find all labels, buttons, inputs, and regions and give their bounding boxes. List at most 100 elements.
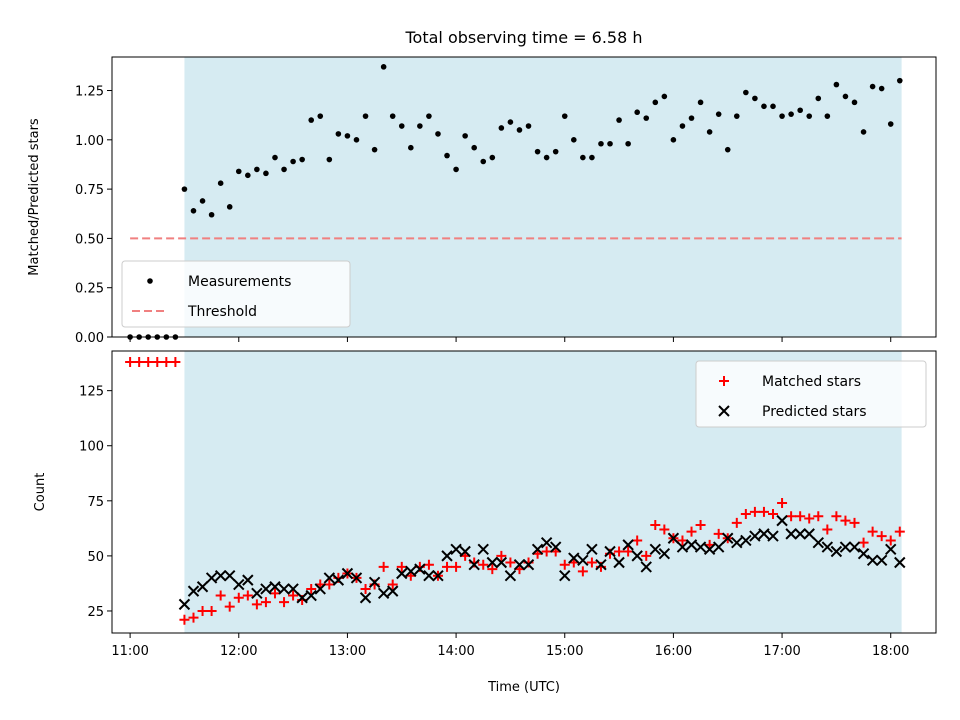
data-point (561, 113, 568, 119)
data-point (287, 583, 299, 595)
data-point (442, 561, 453, 572)
data-point (152, 357, 163, 368)
data-point (652, 99, 659, 106)
data-point (423, 570, 435, 582)
top-plot-x-ticks (129, 337, 892, 342)
data-point (896, 77, 903, 84)
data-point (632, 535, 643, 546)
data-point (722, 532, 734, 544)
data-point (679, 123, 686, 129)
data-point (858, 537, 869, 548)
data-point (468, 558, 480, 571)
data-point (795, 511, 806, 522)
data-point (860, 129, 867, 135)
data-point (486, 556, 499, 569)
x-tick-label: 14:00 (437, 644, 474, 659)
data-point (712, 541, 725, 553)
x-tick-label: 16:00 (655, 644, 692, 659)
data-point (749, 530, 761, 542)
data-point (622, 539, 634, 551)
data-point (242, 574, 254, 586)
data-point (471, 144, 477, 151)
data-point (740, 534, 752, 547)
data-point (887, 121, 894, 127)
data-point (758, 506, 769, 517)
data-point (387, 579, 398, 590)
data-point (368, 576, 381, 589)
data-point (577, 554, 589, 567)
data-point (552, 148, 559, 155)
data-point (278, 583, 290, 595)
data-point (531, 543, 544, 555)
x-tick-label: 18:00 (872, 644, 909, 659)
y-tick-label: 50 (87, 550, 104, 565)
x-tick-label: 17:00 (763, 644, 800, 659)
data-point (577, 566, 588, 577)
data-point (233, 578, 245, 591)
data-point (444, 152, 450, 159)
bottom-plot-frame (111, 350, 937, 634)
data-point (260, 583, 272, 595)
data-point (217, 180, 224, 186)
data-point (761, 103, 767, 110)
data-point (786, 511, 797, 522)
x-tick-label: 11:00 (111, 644, 148, 659)
data-point (332, 574, 345, 586)
data-point (487, 564, 498, 575)
data-point (224, 570, 236, 582)
data-point (326, 156, 333, 163)
data-point (849, 517, 860, 528)
top-plot-frame (111, 56, 937, 338)
top-plot-marks (127, 64, 903, 340)
data-point (495, 556, 508, 569)
top-plot: 0.00 0.25 0.50 0.75 1.00 1.25 Total observing… (27, 28, 937, 346)
data-point (842, 93, 849, 100)
data-point (513, 558, 526, 571)
data-point (187, 585, 200, 597)
data-point (344, 133, 351, 139)
data-point (625, 140, 631, 147)
data-point (377, 587, 390, 600)
bottom-plot-y-ticks: 25 50 75 100 125 (79, 385, 112, 620)
data-point (640, 561, 652, 573)
data-point (752, 95, 758, 102)
data-point (703, 543, 716, 555)
data-point (181, 186, 188, 192)
data-point (362, 113, 369, 119)
data-point (848, 541, 861, 553)
bottom-plot: 11:00 12:00 13:00 14:00 15:00 16:00 17:00 18:00… (33, 350, 937, 695)
data-point (462, 133, 468, 139)
data-point (196, 581, 209, 593)
data-point (613, 556, 625, 569)
data-point (543, 154, 550, 161)
data-point (396, 567, 408, 580)
data-point (559, 559, 570, 570)
data-point (604, 545, 616, 558)
y-tick-label: 1.00 (75, 134, 104, 149)
data-point (386, 585, 399, 597)
data-point (568, 552, 580, 564)
y-tick-label: 100 (79, 440, 104, 455)
data-point (706, 129, 713, 135)
data-point (233, 592, 244, 603)
data-point (667, 532, 680, 544)
data-point (677, 535, 688, 546)
data-point (308, 117, 315, 123)
x-tick-label: 15:00 (546, 644, 583, 659)
data-point (398, 123, 405, 129)
data-point (226, 204, 233, 210)
data-point (179, 614, 190, 625)
data-point (426, 113, 432, 119)
y-tick-label: 125 (79, 385, 104, 400)
data-point (815, 95, 822, 102)
data-point (459, 545, 471, 558)
data-point (876, 531, 887, 542)
data-point (641, 550, 652, 561)
data-point (279, 597, 290, 608)
data-point (803, 528, 815, 540)
data-point (559, 570, 571, 582)
data-point (317, 113, 324, 119)
data-point (516, 127, 523, 133)
data-point (785, 528, 797, 540)
data-point (776, 514, 788, 527)
